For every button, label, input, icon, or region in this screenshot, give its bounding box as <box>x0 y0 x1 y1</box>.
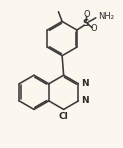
Text: NH₂: NH₂ <box>98 12 114 21</box>
Text: O: O <box>91 24 97 33</box>
Text: N: N <box>81 96 88 105</box>
Text: S: S <box>83 19 89 28</box>
Text: O: O <box>83 10 90 19</box>
Text: Cl: Cl <box>59 112 69 121</box>
Text: N: N <box>81 79 88 88</box>
